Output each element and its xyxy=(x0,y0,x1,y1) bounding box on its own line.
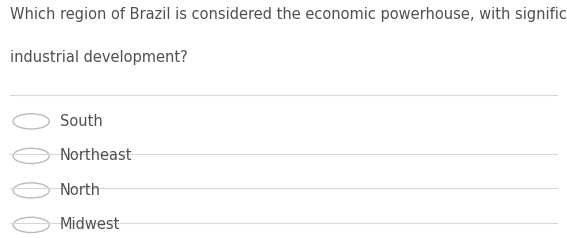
Text: South: South xyxy=(60,114,102,129)
Text: Which region of Brazil is considered the economic powerhouse, with significant: Which region of Brazil is considered the… xyxy=(10,7,567,22)
Text: industrial development?: industrial development? xyxy=(10,50,188,65)
Text: Northeast: Northeast xyxy=(60,148,132,164)
Text: North: North xyxy=(60,183,100,198)
Text: Midwest: Midwest xyxy=(60,217,120,233)
